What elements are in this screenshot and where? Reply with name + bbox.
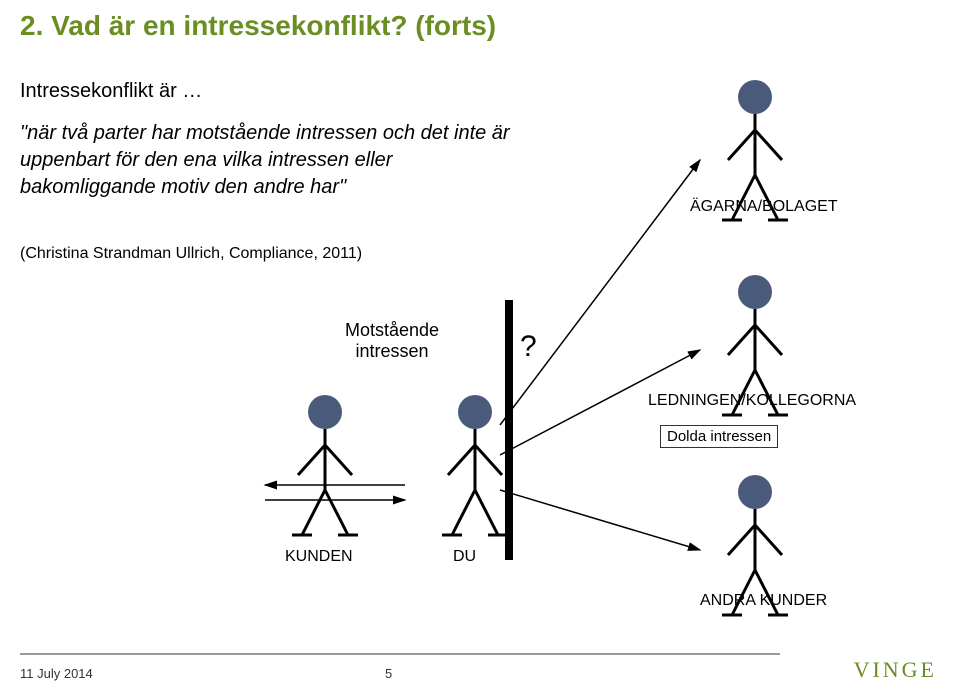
question-mark: ?	[520, 330, 537, 364]
diagram-arrows	[0, 0, 959, 693]
body-quote: "när två parter har motstående intressen…	[20, 120, 520, 201]
footer-date: 11 July 2014	[20, 666, 93, 681]
label-du: DU	[453, 548, 476, 566]
label-ledningen: LEDNINGEN/KOLLEGORNA	[648, 392, 856, 410]
slide: 2. Vad är en intressekonflikt? (forts) I…	[0, 0, 959, 693]
vinge-logo: VINGE	[854, 657, 937, 683]
stick-figure-kunden	[290, 395, 360, 545]
label-kunden: KUNDEN	[285, 548, 353, 566]
stick-figure-du	[440, 395, 510, 545]
box-line2: intressen	[345, 341, 439, 362]
page-number: 5	[385, 666, 392, 681]
label-dolda: Dolda intressen	[660, 425, 778, 448]
citation: (Christina Strandman Ullrich, Compliance…	[20, 245, 362, 263]
opposing-interests-box: Motstående intressen	[345, 320, 439, 362]
footer-rule	[20, 653, 780, 655]
slide-title: 2. Vad är en intressekonflikt? (forts)	[20, 10, 496, 42]
label-agarna: ÄGARNA/BOLAGET	[690, 198, 838, 216]
body-intro: Intressekonflikt är …	[20, 80, 202, 103]
box-line1: Motstående	[345, 320, 439, 341]
label-andra: ANDRA KUNDER	[700, 592, 827, 610]
